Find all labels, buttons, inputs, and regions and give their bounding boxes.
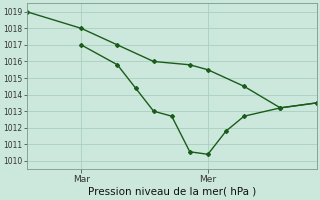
- X-axis label: Pression niveau de la mer( hPa ): Pression niveau de la mer( hPa ): [88, 187, 256, 197]
